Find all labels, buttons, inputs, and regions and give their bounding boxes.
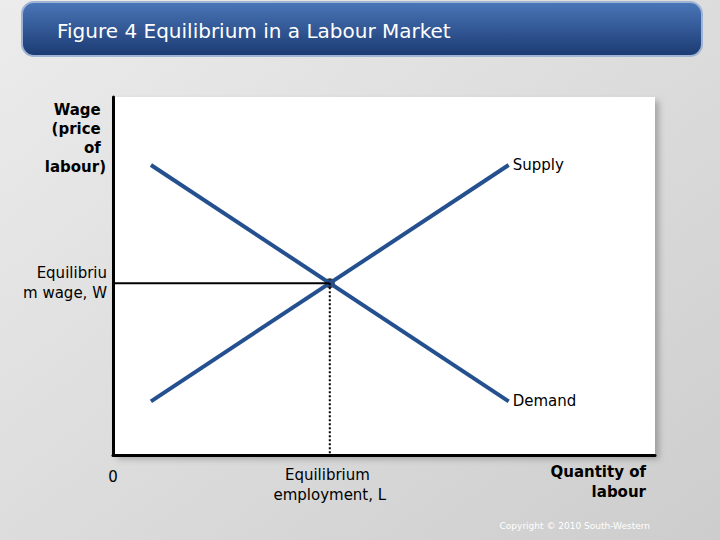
svg-text:Equilibriu: Equilibriu [37, 264, 107, 282]
svg-text:Equilibrium: Equilibrium [285, 466, 375, 484]
svg-text:labour: labour [586, 483, 646, 501]
svg-text:labour): labour) [45, 158, 106, 176]
svg-text:Supply: Supply [513, 156, 564, 174]
svg-text:employment, L: employment, L [273, 486, 386, 504]
svg-text:m wage, W: m wage, W [23, 284, 107, 302]
svg-text:Wage: Wage [54, 101, 106, 119]
svg-text:Demand: Demand [513, 392, 577, 410]
svg-text:0: 0 [108, 468, 118, 486]
svg-text:Figure 4 Equilibrium in a Labo: Figure 4 Equilibrium in a Labour Market [57, 19, 451, 43]
svg-text:Copyright © 2010 South-Western: Copyright © 2010 South-Western [500, 521, 650, 531]
svg-text:Quantity of: Quantity of [550, 463, 646, 481]
svg-text:(price: (price [52, 120, 106, 138]
svg-text:of: of [84, 139, 106, 157]
